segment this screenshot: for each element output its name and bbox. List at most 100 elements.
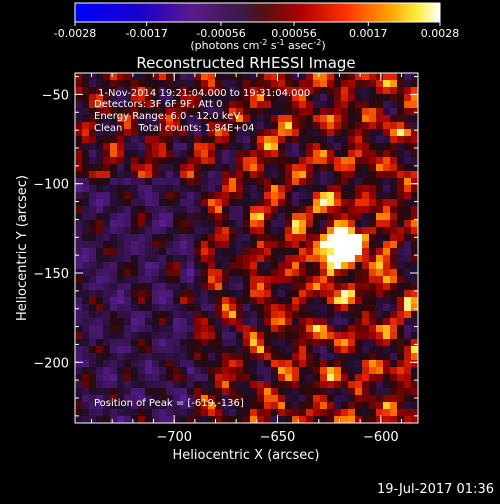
heatmap-cell: [369, 241, 377, 249]
heatmap-cell: [390, 353, 398, 361]
heatmap-cell: [362, 129, 370, 137]
heatmap-cell: [390, 325, 398, 333]
heatmap-cell: [327, 311, 335, 319]
heatmap-cell: [159, 199, 167, 207]
heatmap-cell: [243, 227, 251, 235]
heatmap-cell: [89, 276, 97, 284]
heatmap-cell: [131, 318, 139, 326]
heatmap-cell: [229, 381, 237, 389]
heatmap-cell: [243, 206, 251, 214]
heatmap-cell: [376, 374, 384, 382]
heatmap-cell: [271, 241, 279, 249]
heatmap-cell: [292, 395, 300, 403]
heatmap-cell: [327, 290, 335, 298]
heatmap-cell: [278, 213, 286, 221]
heatmap-cell: [208, 318, 216, 326]
heatmap-cell: [194, 136, 202, 144]
heatmap-cell: [187, 248, 195, 256]
heatmap-cell: [341, 87, 349, 95]
heatmap-cell: [236, 171, 244, 179]
heatmap-cell: [215, 297, 223, 305]
heatmap-cell: [404, 346, 412, 354]
heatmap-cell: [166, 80, 174, 88]
heatmap-cell: [404, 143, 412, 151]
heatmap-cell: [355, 318, 363, 326]
heatmap-cell: [278, 220, 286, 228]
heatmap-cell: [369, 206, 377, 214]
heatmap-cell: [201, 332, 209, 340]
heatmap-cell: [208, 192, 216, 200]
heatmap-cell: [320, 332, 328, 340]
heatmap-cell: [201, 80, 209, 88]
heatmap-cell: [257, 178, 265, 186]
heatmap-cell: [362, 87, 370, 95]
heatmap-cell: [89, 255, 97, 263]
heatmap-cell: [89, 346, 97, 354]
heatmap-cell: [215, 346, 223, 354]
heatmap-cell: [229, 87, 237, 95]
heatmap-cell: [355, 206, 363, 214]
heatmap-cell: [250, 346, 258, 354]
heatmap-cell: [117, 297, 125, 305]
heatmap-cell: [152, 276, 160, 284]
heatmap-cell: [292, 143, 300, 151]
heatmap-cell: [236, 269, 244, 277]
heatmap-cell: [82, 248, 90, 256]
heatmap-cell: [355, 416, 363, 423]
heatmap-cell: [131, 94, 139, 102]
heatmap-cell: [229, 122, 237, 130]
heatmap-cell: [75, 360, 83, 368]
heatmap-cell: [110, 213, 118, 221]
heatmap-cell: [222, 87, 230, 95]
heatmap-cell: [89, 262, 97, 270]
heatmap-cell: [187, 381, 195, 389]
heatmap-cell: [369, 80, 377, 88]
heatmap-cell: [327, 318, 335, 326]
heatmap-cell: [236, 318, 244, 326]
heatmap-cell: [341, 346, 349, 354]
heatmap-cell: [201, 241, 209, 249]
heatmap-cell: [271, 262, 279, 270]
heatmap-cell: [250, 234, 258, 242]
heatmap-cell: [201, 199, 209, 207]
heatmap-cell: [348, 178, 356, 186]
heatmap-cell: [320, 325, 328, 333]
heatmap-cell: [117, 171, 125, 179]
heatmap-cell: [180, 108, 188, 116]
heatmap-cell: [306, 227, 314, 235]
heatmap-cell: [390, 192, 398, 200]
heatmap-cell: [257, 94, 265, 102]
heatmap-cell: [222, 206, 230, 214]
heatmap-cell: [313, 157, 321, 165]
heatmap-cell: [390, 143, 398, 151]
heatmap-cell: [376, 318, 384, 326]
heatmap-cell: [257, 157, 265, 165]
heatmap-cell: [313, 346, 321, 354]
heatmap-cell: [82, 87, 90, 95]
heatmap-cell: [404, 367, 412, 375]
heatmap-cell: [229, 346, 237, 354]
heatmap-cell: [278, 402, 286, 410]
heatmap-cell: [257, 297, 265, 305]
heatmap-cell: [89, 353, 97, 361]
heatmap-cell: [194, 290, 202, 298]
heatmap-cell: [173, 346, 181, 354]
heatmap-cell: [264, 255, 272, 263]
heatmap-cell: [278, 164, 286, 172]
heatmap-cell: [89, 220, 97, 228]
heatmap-cell: [278, 157, 286, 165]
annotation-detectors: Detectors: 3F 6F 9F, Att 0: [94, 99, 222, 110]
heatmap-cell: [103, 395, 111, 403]
heatmap-cell: [306, 395, 314, 403]
heatmap-cell: [82, 297, 90, 305]
heatmap-cell: [110, 332, 118, 340]
heatmap-cell: [292, 87, 300, 95]
heatmap-cell: [166, 367, 174, 375]
heatmap-cell: [278, 374, 286, 382]
heatmap-cell: [187, 94, 195, 102]
heatmap-cell: [341, 101, 349, 109]
heatmap-cell: [411, 290, 418, 298]
heatmap-cell: [103, 108, 111, 116]
annotation-time: 1-Nov-2014 19:21:04.000 to 19:31:04.000: [98, 88, 310, 99]
heatmap-cell: [145, 136, 153, 144]
